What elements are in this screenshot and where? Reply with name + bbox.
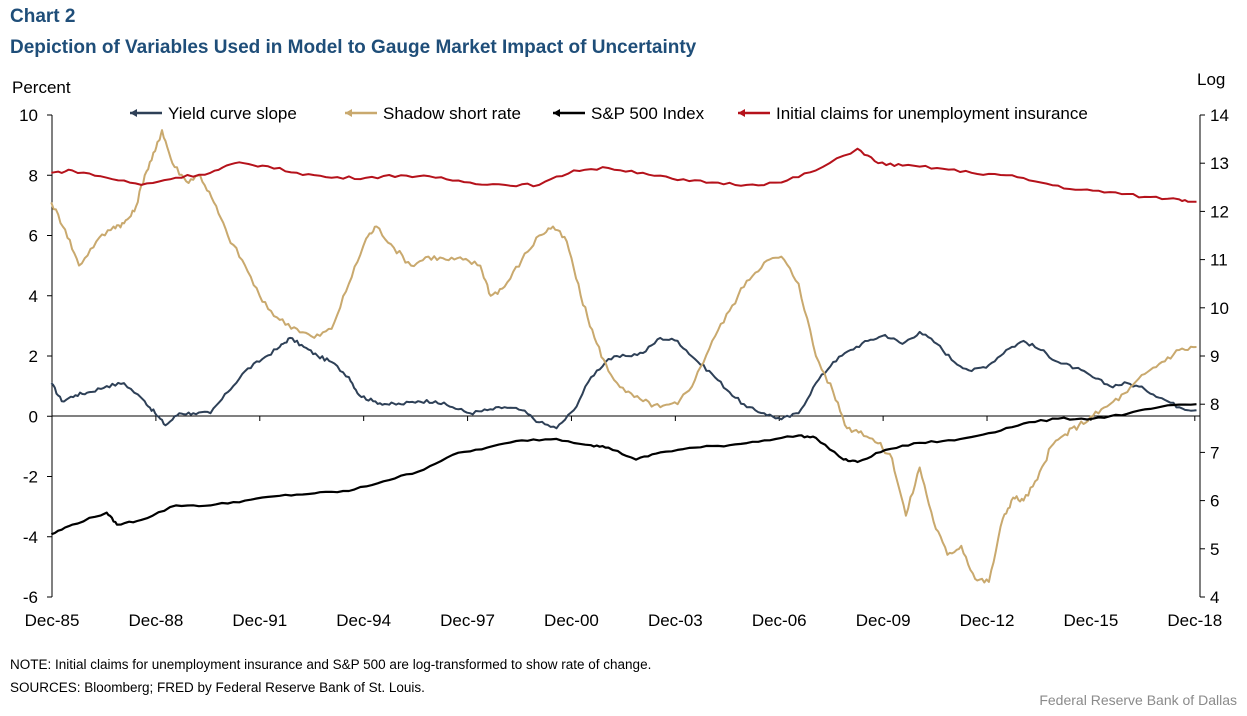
x-tick-label: Dec-88 bbox=[128, 611, 183, 630]
right-tick-label: 12 bbox=[1210, 202, 1229, 221]
series-line-yield bbox=[50, 330, 1197, 430]
right-tick-label: 5 bbox=[1210, 540, 1219, 559]
left-tick-label: 4 bbox=[29, 287, 38, 306]
x-tick-label: Dec-06 bbox=[752, 611, 807, 630]
right-tick-label: 7 bbox=[1210, 443, 1219, 462]
left-tick-label: -6 bbox=[23, 588, 38, 607]
sources-note: SOURCES: Bloomberg; FRED by Federal Rese… bbox=[10, 680, 425, 695]
right-tick-label: 11 bbox=[1210, 251, 1228, 270]
credit-text: Federal Reserve Bank of Dallas bbox=[1039, 692, 1237, 708]
left-tick-label: 8 bbox=[29, 166, 38, 185]
series-line-claims bbox=[51, 147, 1197, 203]
left-tick-label: -4 bbox=[23, 528, 38, 547]
x-tick-label: Dec-97 bbox=[440, 611, 495, 630]
legend-label-shadow: Shadow short rate bbox=[383, 104, 521, 123]
left-tick-label: -2 bbox=[23, 468, 38, 487]
x-tick-label: Dec-15 bbox=[1064, 611, 1119, 630]
legend-label-claims: Initial claims for unemployment insuranc… bbox=[776, 104, 1088, 123]
right-tick-label: 6 bbox=[1210, 492, 1219, 511]
left-tick-label: 0 bbox=[29, 407, 38, 426]
x-tick-label: Dec-91 bbox=[232, 611, 287, 630]
x-tick-label: Dec-00 bbox=[544, 611, 599, 630]
x-tick-label: Dec-18 bbox=[1167, 611, 1222, 630]
legend-arrow-icon bbox=[738, 109, 745, 117]
right-tick-label: 14 bbox=[1210, 106, 1229, 125]
left-tick-label: 2 bbox=[29, 347, 38, 366]
x-tick-label: Dec-94 bbox=[336, 611, 391, 630]
x-tick-label: Dec-03 bbox=[648, 611, 703, 630]
footnote: NOTE: Initial claims for unemployment in… bbox=[10, 657, 652, 672]
x-tick-label: Dec-85 bbox=[25, 611, 80, 630]
right-tick-label: 4 bbox=[1210, 588, 1219, 607]
series-lines bbox=[50, 129, 1197, 584]
legend-arrow-icon bbox=[553, 109, 560, 117]
left-axis-label: Percent bbox=[12, 78, 71, 97]
right-tick-label: 10 bbox=[1210, 299, 1229, 318]
x-tick-label: Dec-09 bbox=[856, 611, 911, 630]
series-line-sp500 bbox=[50, 403, 1197, 536]
chart-title: Depiction of Variables Used in Model to … bbox=[10, 37, 697, 58]
left-tick-label: 10 bbox=[19, 106, 38, 125]
legend-arrow-icon bbox=[345, 109, 352, 117]
legend-label-yield: Yield curve slope bbox=[168, 104, 297, 123]
right-axis-label: Log bbox=[1197, 70, 1225, 89]
legend: Yield curve slope Shadow short rate S&P 50… bbox=[130, 104, 1088, 123]
right-tick-label: 8 bbox=[1210, 395, 1219, 414]
chart-label: Chart 2 bbox=[10, 6, 76, 27]
right-tick-label: 13 bbox=[1210, 154, 1229, 173]
left-tick-label: 6 bbox=[29, 227, 38, 246]
axes: 10 8 6 4 2 0 -2 -4 -6 14 13 12 11 10 9 8 7 6 5 4 Dec-85 Dec-8… bbox=[19, 106, 1229, 630]
legend-label-sp500: S&P 500 Index bbox=[591, 104, 705, 123]
x-tick-label: Dec-12 bbox=[960, 611, 1015, 630]
series-line-shadow bbox=[50, 129, 1197, 584]
legend-arrow-icon bbox=[130, 109, 137, 117]
right-tick-label: 9 bbox=[1210, 347, 1219, 366]
